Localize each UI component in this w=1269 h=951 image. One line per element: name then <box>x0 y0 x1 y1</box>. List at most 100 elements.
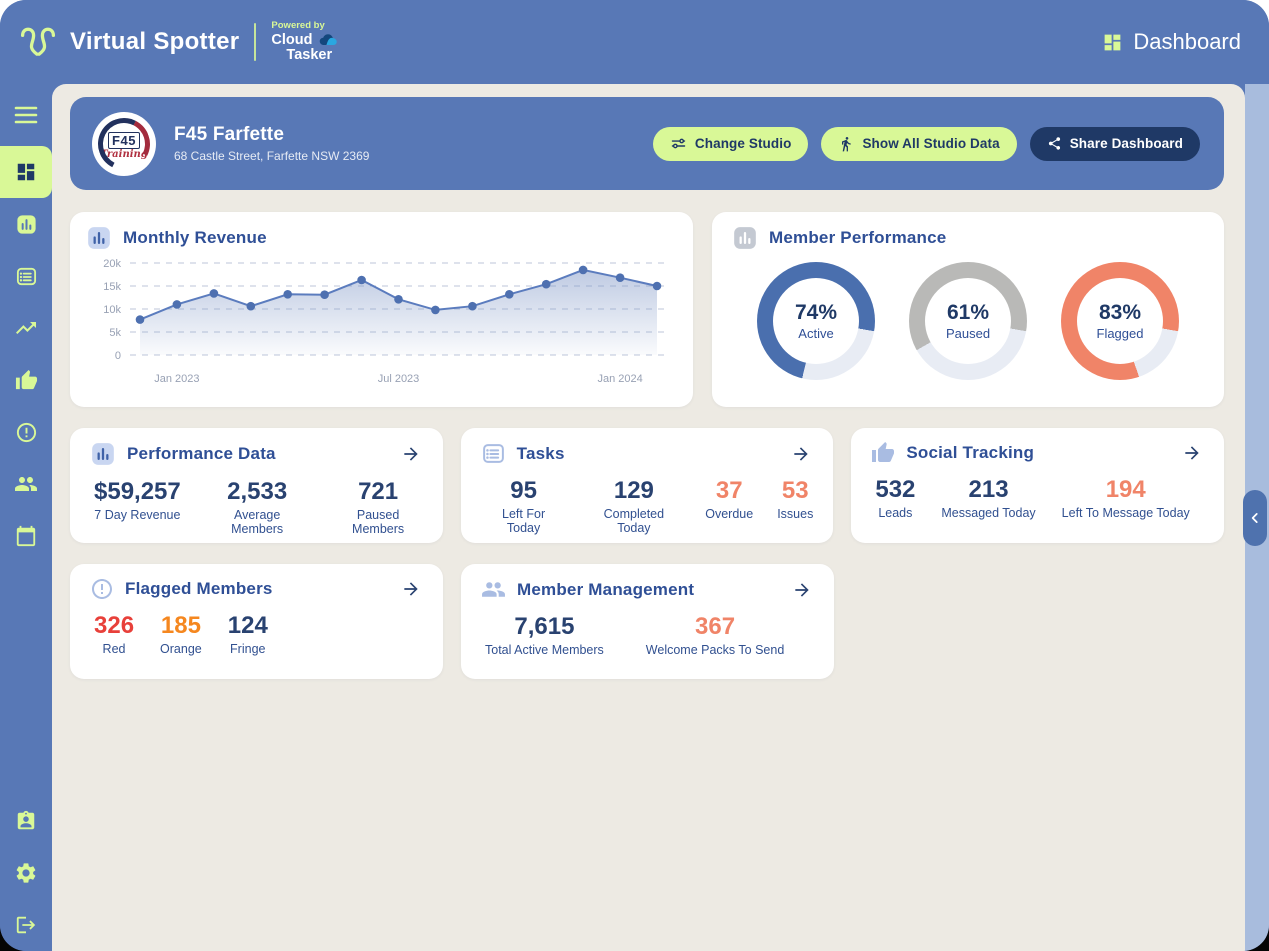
sidebar <box>0 84 52 951</box>
sidebar-item-profile[interactable] <box>0 795 52 847</box>
header: Virtual Spotter Powered by Cloud Tasker … <box>0 0 1269 84</box>
sidebar-item-logout[interactable] <box>0 899 52 951</box>
studio-logo-ring <box>91 110 157 177</box>
tasks-card: Tasks 95 Left For Today 129 Completed To… <box>460 428 834 543</box>
stat-overdue: 37 Overdue <box>705 477 754 521</box>
bar-chart-icon <box>16 214 36 234</box>
card-title: Tasks <box>516 443 565 463</box>
stat-red: 326 Red <box>94 612 135 656</box>
people-icon <box>15 477 37 491</box>
change-studio-button[interactable]: Change Studio <box>652 126 809 161</box>
stat-messaged-today: 213 Messaged Today <box>941 476 1036 520</box>
powered-by-block: Powered by Cloud Tasker <box>271 19 338 63</box>
alert-circle-icon <box>92 579 112 599</box>
stat-paused-members: 721 Paused Members <box>352 478 405 536</box>
alert-circle-icon <box>16 422 36 442</box>
studio-banner: F45 Training F45 Farfette 68 Castle Stre… <box>70 97 1224 190</box>
donut-active: 74% Active <box>757 262 875 380</box>
row-charts: Monthly Revenue 0 5k 10k 15k 20k Jan 2023 Jul … <box>70 212 1224 407</box>
sidebar-bottom-group <box>0 795 52 951</box>
id-badge-icon <box>17 810 35 830</box>
card-title: Social Tracking <box>906 443 1035 462</box>
logout-icon <box>16 916 36 934</box>
flagged-members-card: Flagged Members 326 Red 185 Orange <box>70 564 443 679</box>
people-icon <box>482 582 505 597</box>
studio-name: F45 Farfette <box>174 124 285 145</box>
arrow-right-icon <box>404 582 418 596</box>
sidebar-item-calendar[interactable] <box>0 510 52 562</box>
card-title: Monthly Revenue <box>123 228 267 247</box>
cloud-tasker-line1: Cloud <box>271 31 313 48</box>
sliders-icon <box>671 138 686 149</box>
sidebar-item-social[interactable] <box>0 354 52 406</box>
arrow-right-icon <box>795 582 809 597</box>
sidebar-item-dashboard[interactable] <box>0 146 52 198</box>
stat-total-active-members: 7,615 Total Active Members <box>485 613 604 657</box>
sidebar-item-settings[interactable] <box>0 847 52 899</box>
open-social-tracking-button[interactable] <box>1180 441 1204 465</box>
stat-leads: 532 Leads <box>875 476 916 520</box>
studio-info: F45 Farfette 68 Castle Street, Farfette … <box>174 124 369 163</box>
card-title: Member Management <box>517 579 695 599</box>
row-stats-1: Performance Data $59,257 7 Day Revenue 2… <box>70 428 1225 543</box>
stat-welcome-packs: 367 Welcome Packs To Send <box>645 613 785 657</box>
share-dashboard-button[interactable]: Share Dashboard <box>1029 126 1200 161</box>
svg-text:Jan 2024: Jan 2024 <box>597 373 642 385</box>
open-flagged-members-button[interactable] <box>399 577 423 601</box>
collapse-panel-handle[interactable] <box>1243 490 1267 546</box>
card-title: Member Performance <box>769 228 947 247</box>
dashboard-icon <box>17 163 35 181</box>
sidebar-item-members[interactable] <box>0 458 52 510</box>
brand-divider <box>254 23 257 61</box>
bar-chart-icon <box>88 227 110 249</box>
open-performance-data-button[interactable] <box>399 442 423 466</box>
share-icon <box>1048 137 1060 150</box>
calendar-icon <box>16 525 36 547</box>
arrow-right-icon <box>1185 446 1199 460</box>
powered-by-label: Powered by <box>271 19 325 31</box>
open-member-management-button[interactable] <box>790 578 814 602</box>
social-tracking-card: Social Tracking 532 Leads 213 Messaged T… <box>851 428 1225 543</box>
performance-data-card: Performance Data $59,257 7 Day Revenue 2… <box>70 428 443 543</box>
open-tasks-button[interactable] <box>789 442 813 466</box>
brand-group: Virtual Spotter Powered by Cloud Tasker <box>16 19 339 63</box>
bar-chart-icon <box>734 227 756 249</box>
donut-paused: 61% Paused <box>909 262 1027 380</box>
card-title: Flagged Members <box>125 579 273 598</box>
svg-text:0: 0 <box>115 350 121 362</box>
bar-chart-icon <box>92 443 114 465</box>
cloud-icon <box>319 34 337 46</box>
sidebar-item-trends[interactable] <box>0 302 52 354</box>
svg-text:5k: 5k <box>109 327 121 339</box>
sidebar-item-tasks[interactable] <box>0 250 52 302</box>
brand-name: Virtual Spotter <box>70 28 240 55</box>
stat-left-for-today: 95 Left For Today <box>502 477 546 535</box>
studio-logo: F45 Training <box>91 110 157 177</box>
show-all-studio-data-button[interactable]: Show All Studio Data <box>821 126 1017 161</box>
stat-7-day-revenue: $59,257 7 Day Revenue <box>94 478 181 522</box>
member-performance-card: Member Performance 74% Active 61% Paused <box>712 212 1224 407</box>
sidebar-item-reports[interactable] <box>0 198 52 250</box>
menu-button[interactable] <box>0 95 52 135</box>
donut-flagged: 83% Flagged <box>1061 262 1179 380</box>
page-title: Dashboard <box>1102 29 1241 55</box>
stat-average-members: 2,533 Average Members <box>227 478 288 536</box>
studio-address: 68 Castle Street, Farfette NSW 2369 <box>174 149 370 163</box>
cloud-tasker-line2: Tasker <box>286 46 333 63</box>
list-icon <box>16 267 36 285</box>
donut-row: 74% Active 61% Paused 83% Flagged <box>732 262 1204 380</box>
chevron-left-icon <box>1251 513 1258 523</box>
right-rail <box>1243 84 1269 951</box>
thumb-up-icon <box>15 369 37 389</box>
svg-text:Jul 2023: Jul 2023 <box>378 373 420 385</box>
stat-fringe: 124 Fringe <box>227 612 268 656</box>
menu-icon <box>14 106 38 124</box>
thumb-up-icon <box>872 442 895 462</box>
stat-orange: 185 Orange <box>160 612 202 656</box>
svg-text:15k: 15k <box>103 281 121 293</box>
sidebar-item-flagged[interactable] <box>0 406 52 458</box>
monthly-revenue-chart: 0 5k 10k 15k 20k Jan 2023 Jul 2023 Jan 2024 <box>103 258 667 385</box>
settings-icon <box>16 863 36 883</box>
stat-issues: 53 Issues <box>777 477 814 521</box>
